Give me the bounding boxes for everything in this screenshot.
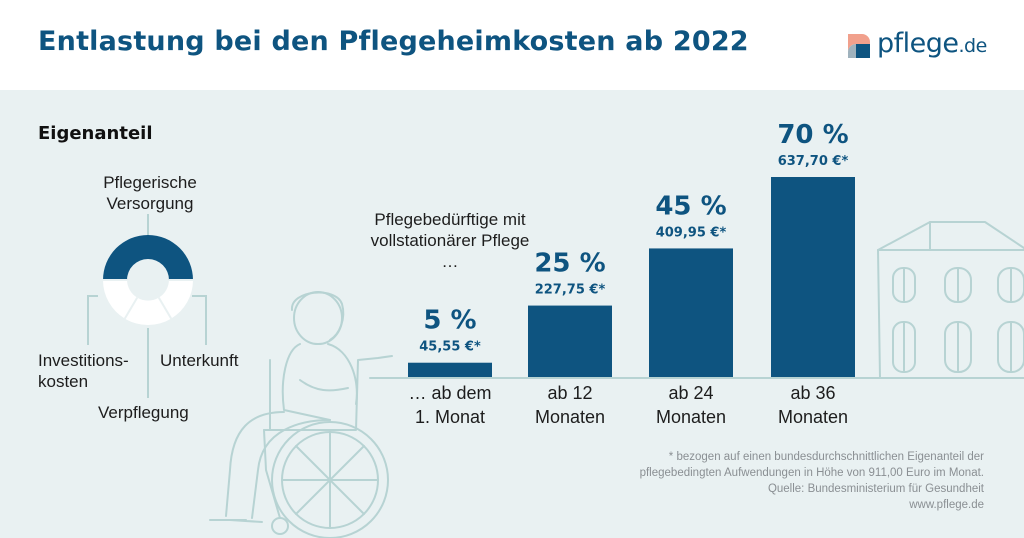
page-title: Entlastung bei den Pflegeheimkosten ab 2… [38, 26, 749, 57]
footnote-line: pflegebedingten Aufwendungen in Höhe von… [639, 467, 984, 479]
category-tick-label: ab 36 [790, 383, 835, 403]
bar-3 [649, 248, 733, 377]
bar-euro-label: 409,95 €* [656, 225, 727, 240]
footnote-source: Quelle: Bundesministerium für Gesundheit [767, 483, 984, 495]
bar-1 [408, 362, 492, 377]
donut-segment-verpflegung [124, 297, 172, 326]
category-tick-label: … ab dem [408, 383, 491, 403]
donut-segment-investitionskosten [102, 280, 138, 319]
bar-percent-label: 45 % [655, 191, 726, 221]
bar-percent-label: 25 % [534, 249, 605, 279]
footnote-line: * bezogen auf einen bundesdurchschnittli… [668, 451, 984, 463]
intro-text: Pflegebedürftige mit vollstationärer Pfl… [370, 210, 530, 271]
category-tick-label: ab 24 [668, 383, 713, 403]
bar-euro-label: 227,75 €* [535, 283, 606, 298]
logo-wordmark: pflege.de [877, 28, 987, 59]
category-tick-label: Monaten [656, 407, 726, 427]
bar-euro-label: 637,70 €* [778, 154, 849, 169]
bar-percent-label: 70 % [777, 120, 848, 150]
header: Entlastung bei den Pflegeheimkosten ab 2… [0, 0, 1024, 90]
footnote: * bezogen auf einen bundesdurchschnittli… [560, 449, 984, 513]
footnote-url[interactable]: www.pflege.de [909, 499, 984, 511]
donut-label-pflegerische-versorgung: Pflegerische Versorgung [103, 173, 197, 213]
bar-euro-label: 45,55 €* [419, 340, 481, 355]
bar-percent-label: 5 % [423, 306, 476, 336]
bar-2 [528, 305, 612, 377]
bar-4 [771, 177, 855, 377]
category-tick-label: 1. Monat [415, 407, 485, 427]
donut-label-verpflegung: Verpflegung [98, 403, 189, 422]
logo-mark-icon [848, 34, 870, 58]
donut-label-unterkunft: Unterkunft [160, 351, 239, 370]
donut-label-investitionskosten: Investitions- kosten [38, 351, 129, 391]
donut-segment-unterkunft [158, 280, 194, 319]
donut-hole [128, 260, 168, 300]
category-tick-label: Monaten [535, 407, 605, 427]
brand-logo[interactable]: pflege.de [844, 28, 994, 68]
donut-separators [103, 279, 193, 320]
eigenanteil-heading: Eigenanteil [38, 123, 153, 144]
category-tick-label: ab 12 [547, 383, 592, 403]
category-tick-label: Monaten [778, 407, 848, 427]
donut-segment-pflegerische-versorgung [103, 235, 193, 280]
